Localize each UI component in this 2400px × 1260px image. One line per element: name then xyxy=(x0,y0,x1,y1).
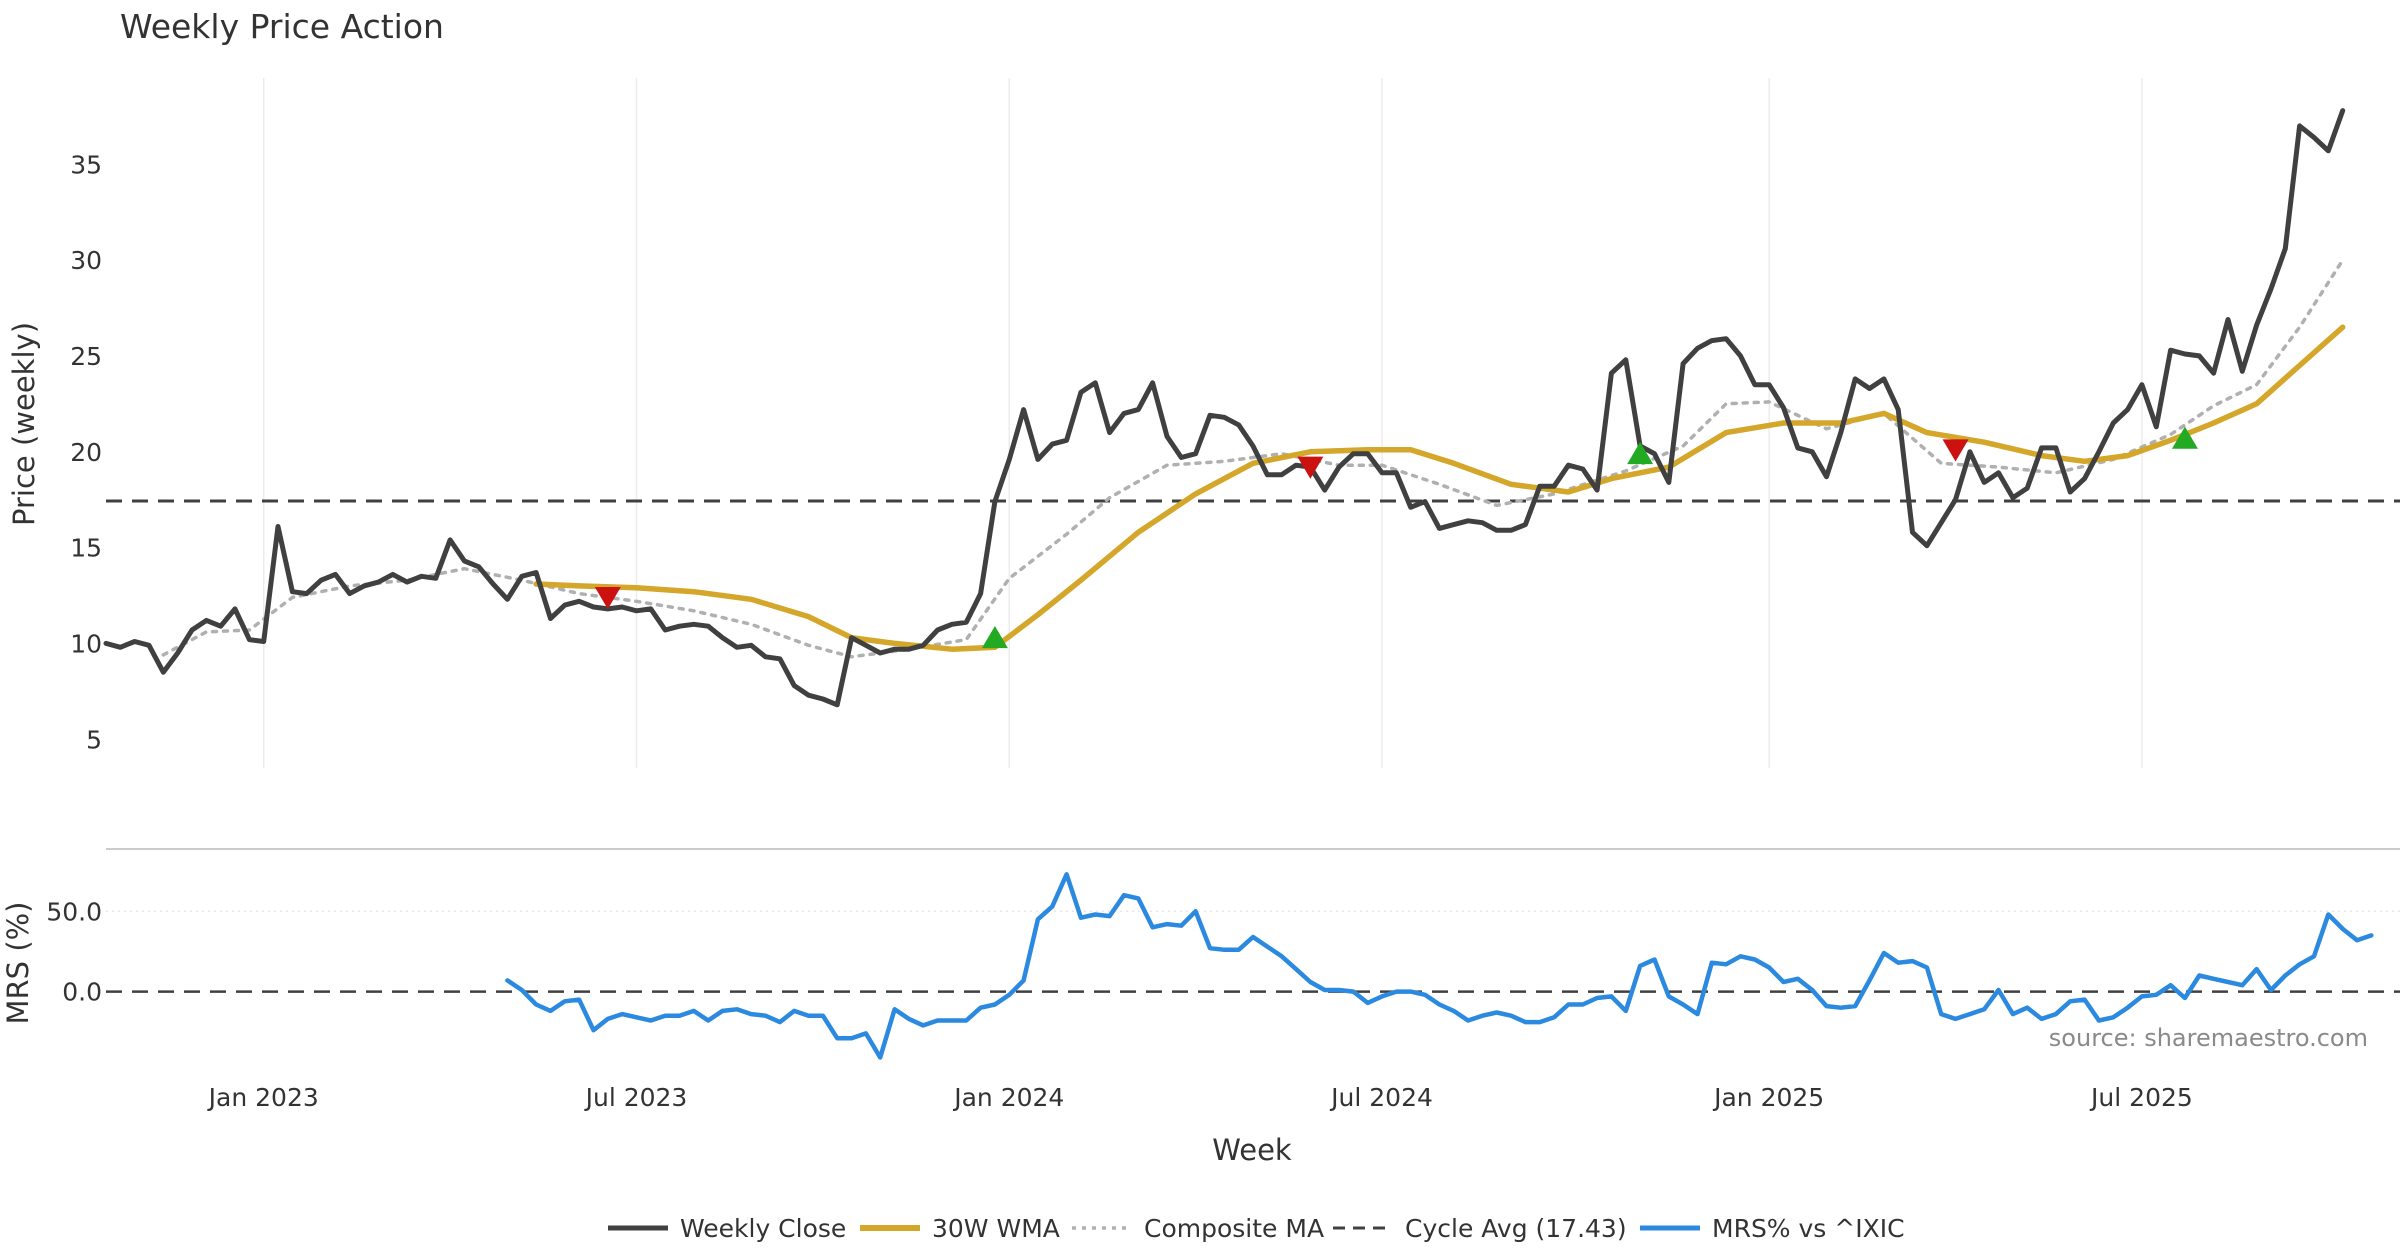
sell-signal-marker xyxy=(1942,439,1969,462)
mrs-y-tick-label: 50.0 xyxy=(46,897,102,926)
legend-label: MRS% vs ^IXIC xyxy=(1712,1214,1905,1243)
sell-signal-marker xyxy=(1297,456,1324,479)
x-tick-label: Jan 2024 xyxy=(952,1083,1064,1112)
y-tick-label: 20 xyxy=(70,438,102,467)
legend-label: Composite MA xyxy=(1144,1214,1324,1243)
x-tick-label: Jan 2025 xyxy=(1712,1083,1824,1112)
weekly-close-line xyxy=(103,108,2346,708)
chart-title: Weekly Price Action xyxy=(120,7,444,46)
bottom-panel-y-axis-label: MRS (%) xyxy=(1,902,35,1025)
buy-signal-marker xyxy=(1627,441,1654,465)
mrs-line xyxy=(505,872,2374,1060)
top-panel-y-ticks: 5 10 15 20 25 30 35 xyxy=(70,150,102,754)
y-tick-label: 30 xyxy=(70,246,102,275)
legend: Weekly Close 30W WMA Composite MA Cycle Avg… xyxy=(608,1214,1905,1243)
y-tick-label: 10 xyxy=(70,629,102,658)
bottom-panel-series xyxy=(106,872,2400,1060)
sell-signal-marker xyxy=(594,587,621,610)
y-tick-label: 15 xyxy=(70,534,102,563)
composite-ma-line xyxy=(161,258,2345,659)
mrs-y-tick-label: 0.0 xyxy=(62,978,102,1007)
top-panel-series xyxy=(103,108,2400,708)
signal-markers xyxy=(594,426,2198,649)
legend-label: Weekly Close xyxy=(680,1214,846,1243)
top-panel-y-axis-label: Price (weekly) xyxy=(7,322,41,526)
bottom-panel-y-ticks: 50.0 0.0 xyxy=(46,897,102,1006)
buy-signal-marker xyxy=(981,625,1008,649)
legend-label: Cycle Avg (17.43) xyxy=(1405,1214,1627,1243)
y-tick-label: 25 xyxy=(70,342,102,371)
x-tick-label: Jul 2023 xyxy=(584,1083,688,1112)
legend-label: 30W WMA xyxy=(932,1214,1060,1243)
x-tick-label: Jul 2025 xyxy=(2089,1083,2193,1112)
buy-signal-marker xyxy=(2171,426,2198,449)
x-axis-label: Week xyxy=(1212,1133,1292,1167)
x-tick-label: Jul 2024 xyxy=(1329,1083,1433,1112)
source-note: source: sharemaestro.com xyxy=(2049,1024,2368,1052)
x-tick-label: Jan 2023 xyxy=(207,1083,319,1112)
y-tick-label: 35 xyxy=(70,150,102,179)
top-panel-gridlines xyxy=(262,78,2143,768)
x-axis-ticks: Jan 2023 Jul 2023 Jan 2024 Jul 2024 Jan 2025… xyxy=(207,1083,2193,1112)
y-tick-label: 5 xyxy=(86,725,102,754)
